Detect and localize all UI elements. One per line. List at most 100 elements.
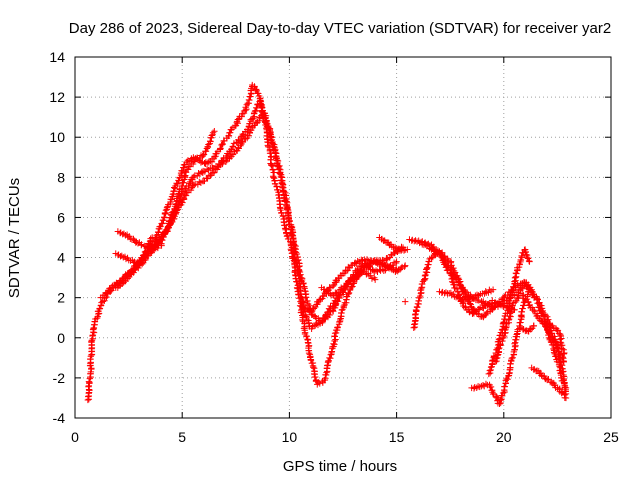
data-point xyxy=(562,394,570,402)
y-tick-label: 10 xyxy=(49,129,65,145)
y-tick-label: 4 xyxy=(57,250,65,266)
data-point xyxy=(415,297,422,305)
data-point xyxy=(489,286,497,293)
data-point xyxy=(279,184,286,191)
data-point xyxy=(146,238,154,245)
data-point xyxy=(470,385,478,392)
data-point xyxy=(93,314,101,322)
data-point xyxy=(518,308,526,316)
data-point xyxy=(305,306,312,314)
data-point xyxy=(202,148,210,155)
data-point xyxy=(297,286,304,294)
data-point xyxy=(492,393,500,400)
y-tick-label: 6 xyxy=(57,209,65,225)
data-point xyxy=(424,264,431,271)
x-tick-label: 0 xyxy=(71,429,79,445)
data-point xyxy=(398,243,405,251)
data-point xyxy=(282,226,289,233)
data-point xyxy=(302,313,310,320)
x-tick-label: 5 xyxy=(178,429,186,445)
data-point xyxy=(500,332,508,340)
data-point xyxy=(399,244,407,251)
data-point xyxy=(192,155,200,163)
data-point xyxy=(559,354,566,361)
data-point xyxy=(180,179,187,186)
data-point xyxy=(316,296,323,304)
data-point xyxy=(431,246,438,253)
series-track-k xyxy=(419,238,518,317)
x-tick-label: 25 xyxy=(603,429,619,445)
data-point xyxy=(203,165,211,173)
data-points xyxy=(84,81,570,408)
data-point xyxy=(560,358,568,366)
data-point xyxy=(348,283,355,291)
series-track-j xyxy=(406,236,570,392)
data-point xyxy=(310,305,318,312)
data-point xyxy=(393,258,400,265)
data-point xyxy=(134,240,142,247)
data-point xyxy=(421,276,428,284)
data-point xyxy=(499,337,506,345)
data-point xyxy=(523,253,531,261)
y-axis-title: SDTVAR / TECUs xyxy=(6,178,23,298)
data-point xyxy=(86,375,94,382)
series-track-m xyxy=(468,284,533,408)
data-point xyxy=(118,252,125,260)
data-point xyxy=(401,262,409,269)
data-point xyxy=(354,257,361,265)
data-point xyxy=(143,244,151,252)
series-track-q xyxy=(539,318,568,358)
data-point xyxy=(312,322,319,329)
data-point xyxy=(513,331,520,338)
y-tick-label: 8 xyxy=(57,169,65,185)
data-point xyxy=(302,311,309,319)
data-point xyxy=(509,302,516,309)
data-point xyxy=(539,307,546,315)
data-point xyxy=(392,259,400,267)
data-point xyxy=(502,324,509,332)
data-point xyxy=(209,129,217,136)
data-point xyxy=(206,137,214,145)
data-point xyxy=(416,292,424,300)
data-point xyxy=(329,303,336,310)
data-point xyxy=(558,345,566,352)
x-axis-title: GPS time / hours xyxy=(283,458,397,475)
data-point xyxy=(190,173,197,181)
data-point xyxy=(238,113,245,120)
data-point xyxy=(294,264,301,272)
data-point xyxy=(97,302,105,309)
data-point xyxy=(425,258,433,265)
data-point xyxy=(380,267,388,274)
data-point xyxy=(509,354,516,361)
data-point xyxy=(196,178,203,186)
data-point xyxy=(210,153,218,161)
data-point xyxy=(334,323,341,331)
data-point xyxy=(363,256,371,263)
data-point xyxy=(349,283,356,290)
data-point xyxy=(269,166,277,173)
data-point xyxy=(251,108,259,115)
data-point xyxy=(226,129,234,136)
data-point xyxy=(124,275,131,282)
data-point xyxy=(262,114,269,121)
data-point xyxy=(200,151,208,158)
data-point xyxy=(201,160,208,167)
data-point xyxy=(397,264,405,272)
data-point xyxy=(471,307,479,314)
data-point xyxy=(507,308,515,315)
data-point xyxy=(344,290,352,298)
data-point xyxy=(487,383,495,391)
data-point xyxy=(495,345,502,353)
data-point xyxy=(252,86,260,93)
data-point xyxy=(182,192,190,199)
series-track-b xyxy=(97,109,400,326)
data-point xyxy=(367,272,374,279)
data-point xyxy=(181,173,188,180)
data-point xyxy=(421,272,429,280)
data-point xyxy=(486,367,494,374)
data-point xyxy=(170,188,177,195)
data-point xyxy=(473,291,481,299)
data-point xyxy=(88,337,96,344)
series-track-p xyxy=(528,364,570,402)
data-point xyxy=(245,132,253,139)
